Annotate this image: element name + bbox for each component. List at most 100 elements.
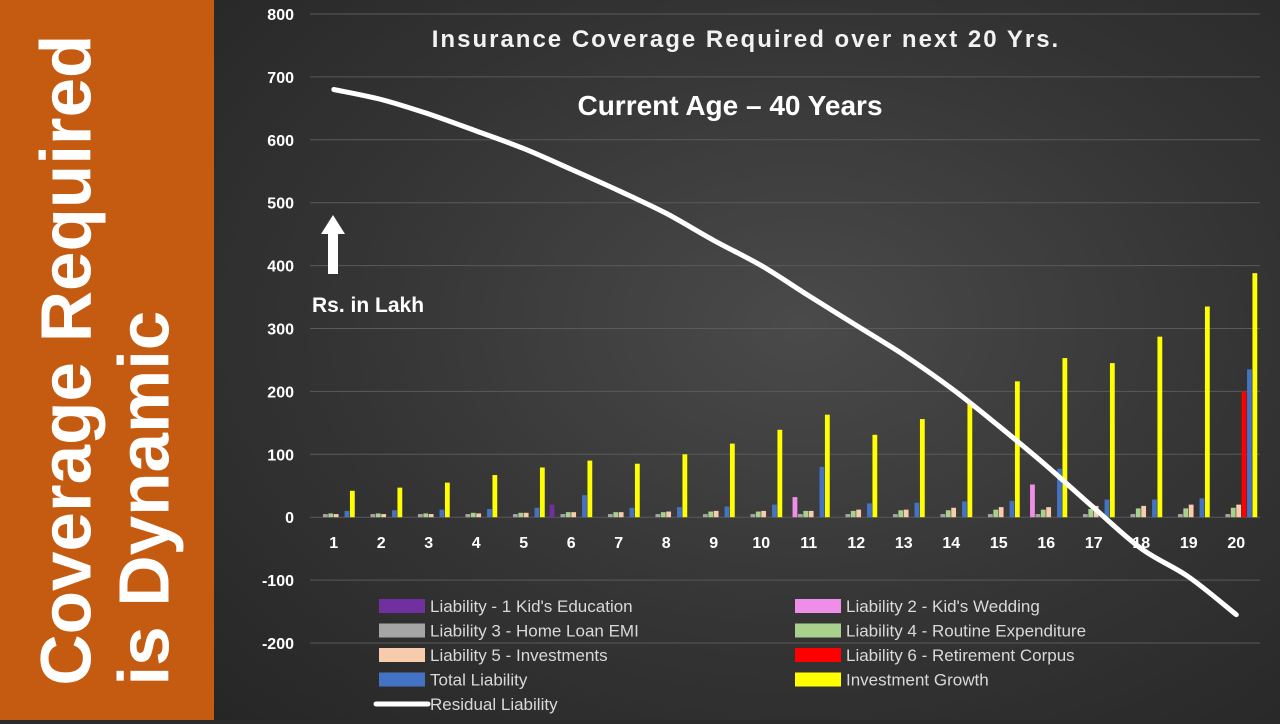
legend-label: Total Liability [430, 671, 528, 690]
x-tick-label: 18 [1132, 535, 1150, 552]
legend-swatch [379, 599, 425, 613]
bar [1082, 514, 1088, 518]
bar [777, 429, 783, 518]
banner-line-1: Coverage Required [27, 34, 107, 686]
bar [1057, 468, 1062, 518]
bar [333, 514, 339, 518]
bar [613, 512, 619, 518]
y-tick-label: 500 [267, 196, 294, 213]
bar [1030, 484, 1035, 518]
bar [750, 514, 756, 518]
x-tick-label: 17 [1085, 535, 1103, 552]
bar [1177, 514, 1183, 518]
bar [713, 510, 719, 518]
bar [465, 514, 471, 518]
bar [328, 513, 334, 518]
bar [987, 514, 993, 518]
x-tick-label: 19 [1180, 535, 1198, 552]
chart-subtitle: Current Age – 40 Years [577, 90, 882, 121]
bar [634, 463, 640, 518]
bar [1152, 499, 1157, 518]
bar [618, 512, 624, 518]
bar [755, 511, 761, 518]
bar [534, 507, 540, 518]
x-tick-label: 20 [1227, 535, 1245, 552]
bar [476, 513, 482, 518]
bar [487, 509, 492, 518]
legend-swatch [379, 648, 425, 662]
series-line-residual-liability [331, 87, 1239, 618]
legend-label: Liability 2 - Kid's Wedding [846, 597, 1040, 616]
bar [951, 507, 957, 518]
legend-label: Investment Growth [846, 671, 989, 690]
bar [1088, 509, 1094, 518]
x-tick-label: 15 [990, 535, 1008, 552]
chart-title: Insurance Coverage Required over next 20… [432, 26, 1060, 53]
banner-text: Coverage Required is Dynamic [27, 34, 185, 686]
x-tick-label: 12 [847, 535, 865, 552]
bar [560, 514, 566, 518]
x-tick-label: 9 [709, 535, 718, 552]
bar [1046, 507, 1052, 518]
bar [724, 506, 730, 518]
bar [428, 514, 434, 518]
bar [370, 514, 376, 518]
y-tick-label: 800 [267, 7, 294, 24]
y-tick-labels: 800 700 600 500 400 300 200 100 0 -100 -200 [262, 7, 294, 653]
bar [872, 434, 878, 518]
legend: Liability - 1 Kid's Education Liability 2… [373, 597, 1086, 714]
bar [682, 454, 688, 518]
bar [1247, 369, 1252, 518]
bar [392, 510, 397, 518]
bar [819, 466, 825, 518]
x-tick-label: 16 [1037, 535, 1055, 552]
bar [856, 509, 862, 518]
bar [539, 467, 545, 518]
bar [1230, 507, 1236, 518]
bar [1204, 306, 1210, 518]
bar [1236, 504, 1242, 518]
legend-swatch [795, 648, 841, 662]
up-arrow-icon [321, 215, 345, 274]
bar [892, 514, 898, 518]
bar [1225, 514, 1231, 518]
bar [677, 507, 682, 518]
x-tick-label: 10 [752, 535, 770, 552]
bar [824, 414, 830, 518]
bar [423, 513, 429, 518]
x-tick-label: 14 [942, 535, 960, 552]
bar [945, 510, 951, 518]
bar [729, 443, 735, 518]
bar [808, 510, 814, 518]
bar [629, 507, 635, 518]
bar [381, 514, 387, 518]
x-tick-label: 7 [614, 535, 623, 552]
bar [993, 509, 999, 518]
y-tick-label: 400 [267, 259, 294, 276]
bar [587, 460, 593, 518]
bar [761, 510, 767, 518]
bar [803, 510, 809, 518]
y-tick-label: 100 [267, 447, 294, 464]
bar [549, 504, 555, 518]
bar [998, 507, 1004, 518]
legend-label: Residual Liability [430, 695, 558, 714]
bar [772, 504, 777, 518]
legend-swatch [795, 623, 841, 638]
bar [940, 514, 946, 518]
y-tick-label: -200 [262, 636, 294, 653]
bar [845, 514, 851, 518]
bar [1141, 505, 1147, 518]
bar [1199, 498, 1205, 518]
bar [1135, 508, 1141, 518]
bar [660, 512, 666, 518]
bar [967, 401, 973, 518]
y-tick-label: 200 [267, 384, 294, 401]
bar [792, 497, 798, 518]
bar [444, 482, 450, 518]
line-layer [331, 87, 1239, 618]
bar [492, 475, 498, 518]
unit-annotation: Rs. in Lakh [312, 294, 424, 317]
bar [518, 512, 524, 518]
